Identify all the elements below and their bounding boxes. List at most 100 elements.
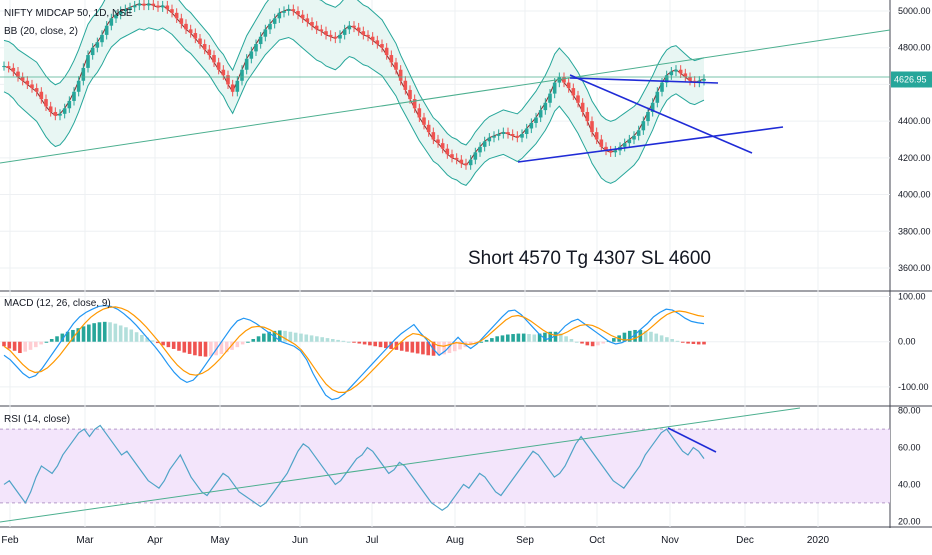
macd-histogram-bar	[330, 339, 335, 342]
macd-histogram-bar	[479, 341, 484, 343]
macd-histogram-bar	[378, 341, 383, 348]
candle-body	[86, 55, 90, 68]
candle-body	[20, 77, 25, 81]
macd-histogram-bar	[309, 335, 314, 342]
macd-histogram-bar	[171, 341, 176, 349]
candle-body	[272, 18, 277, 24]
macd-tick-label: 100.00	[898, 292, 926, 302]
x-tick-label: Jun	[292, 535, 308, 546]
candle-body	[6, 66, 11, 68]
candle-body	[473, 152, 478, 160]
macd-histogram-bar	[320, 337, 324, 342]
candle-body	[468, 159, 473, 166]
candle-body	[641, 121, 646, 131]
candle-body	[487, 137, 492, 142]
candle-body	[58, 113, 62, 116]
candle-body	[328, 34, 333, 37]
candle-body	[310, 22, 314, 26]
macd-histogram-bar	[596, 341, 600, 346]
macd-histogram-bar	[124, 327, 128, 342]
macd-histogram-bar	[399, 341, 404, 351]
x-tick-label: 2020	[807, 535, 830, 546]
x-tick-label: Jul	[366, 535, 379, 546]
macd-histogram-bar	[87, 324, 91, 342]
x-tick-label: Nov	[661, 535, 679, 546]
symbol-label: NIFTY MIDCAP 50, 1D, NSE	[4, 8, 133, 19]
macd-histogram-bar	[267, 331, 271, 342]
macd-histogram-bar	[458, 341, 462, 350]
candle-body	[67, 100, 72, 109]
rsi-trendline	[0, 407, 801, 523]
candle-body	[464, 163, 468, 166]
candle-body	[646, 111, 650, 122]
candle-body	[104, 25, 109, 35]
candle-body	[137, 3, 142, 6]
macd-histogram-bar	[585, 341, 590, 346]
candle-body	[193, 33, 198, 39]
macd-histogram-bar	[299, 333, 303, 342]
x-tick-label: Sep	[516, 535, 534, 546]
candle-body	[53, 111, 58, 116]
macd-histogram-bar	[484, 339, 489, 342]
candle-body	[30, 84, 34, 89]
macd-histogram-bar	[426, 341, 431, 356]
macd-histogram-bar	[55, 336, 59, 342]
macd-histogram-bar	[500, 335, 505, 342]
candle-body	[249, 51, 254, 59]
candle-body	[72, 91, 76, 101]
macd-histogram-bar	[28, 341, 33, 350]
candle-body	[450, 154, 454, 158]
candle-body	[342, 29, 347, 35]
rsi-divergence-line	[667, 427, 717, 453]
candle-body	[90, 47, 95, 56]
candle-body	[594, 132, 599, 140]
candle-body	[398, 69, 403, 81]
candle-body	[100, 34, 104, 43]
macd-line	[3, 304, 705, 401]
macd-histogram-bar	[643, 330, 648, 342]
macd-histogram-bar	[118, 325, 123, 342]
rsi-label: RSI (14, close)	[4, 414, 71, 425]
candle-body	[254, 44, 258, 52]
candle-body	[198, 38, 202, 45]
x-tick-label: Feb	[1, 535, 19, 546]
macd-histogram-bar	[548, 331, 553, 342]
candle-body	[403, 80, 408, 90]
candle-body	[277, 12, 282, 19]
candle-body	[459, 159, 464, 164]
macd-histogram-bar	[405, 341, 409, 352]
macd-histogram-bar	[675, 340, 680, 342]
candle-body	[48, 106, 53, 112]
macd-histogram-bar	[527, 334, 531, 342]
macd-histogram-bar	[102, 321, 107, 342]
candle-body	[305, 18, 310, 23]
macd-histogram-bar	[521, 333, 526, 342]
macd-histogram-bar	[108, 322, 112, 342]
macd-histogram-bar	[649, 331, 653, 342]
macd-histogram-bar	[34, 341, 38, 348]
macd-histogram-bar	[44, 341, 49, 343]
candle-body	[478, 146, 482, 153]
trade-annotation: Short 4570 Tg 4307 SL 4600	[468, 248, 711, 269]
macd-histogram-bar	[246, 341, 250, 343]
rsi-tick-label: 60.00	[898, 443, 921, 453]
candle-body	[417, 108, 422, 118]
candle-body	[520, 133, 524, 138]
candle-body	[562, 77, 566, 83]
candle-body	[380, 44, 384, 48]
candle-body	[151, 3, 156, 6]
macd-histogram-bar	[60, 333, 65, 342]
macd-histogram-bar	[627, 330, 632, 342]
candle-body	[170, 9, 174, 13]
macd-histogram-bar	[235, 341, 240, 348]
x-tick-label: May	[211, 535, 230, 546]
candle-body	[314, 25, 319, 30]
macd-label: MACD (12, 26, close, 9)	[4, 298, 111, 309]
candle-body	[515, 135, 520, 138]
candle-body	[338, 34, 342, 39]
last-price-badge	[891, 71, 932, 88]
rsi-band-fill	[0, 429, 890, 503]
macd-histogram-bar	[49, 339, 54, 342]
candle-body	[286, 9, 291, 12]
macd-histogram-bar	[161, 341, 165, 346]
